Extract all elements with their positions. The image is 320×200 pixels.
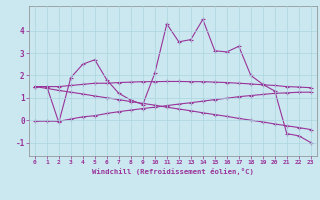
X-axis label: Windchill (Refroidissement éolien,°C): Windchill (Refroidissement éolien,°C) (92, 168, 254, 175)
